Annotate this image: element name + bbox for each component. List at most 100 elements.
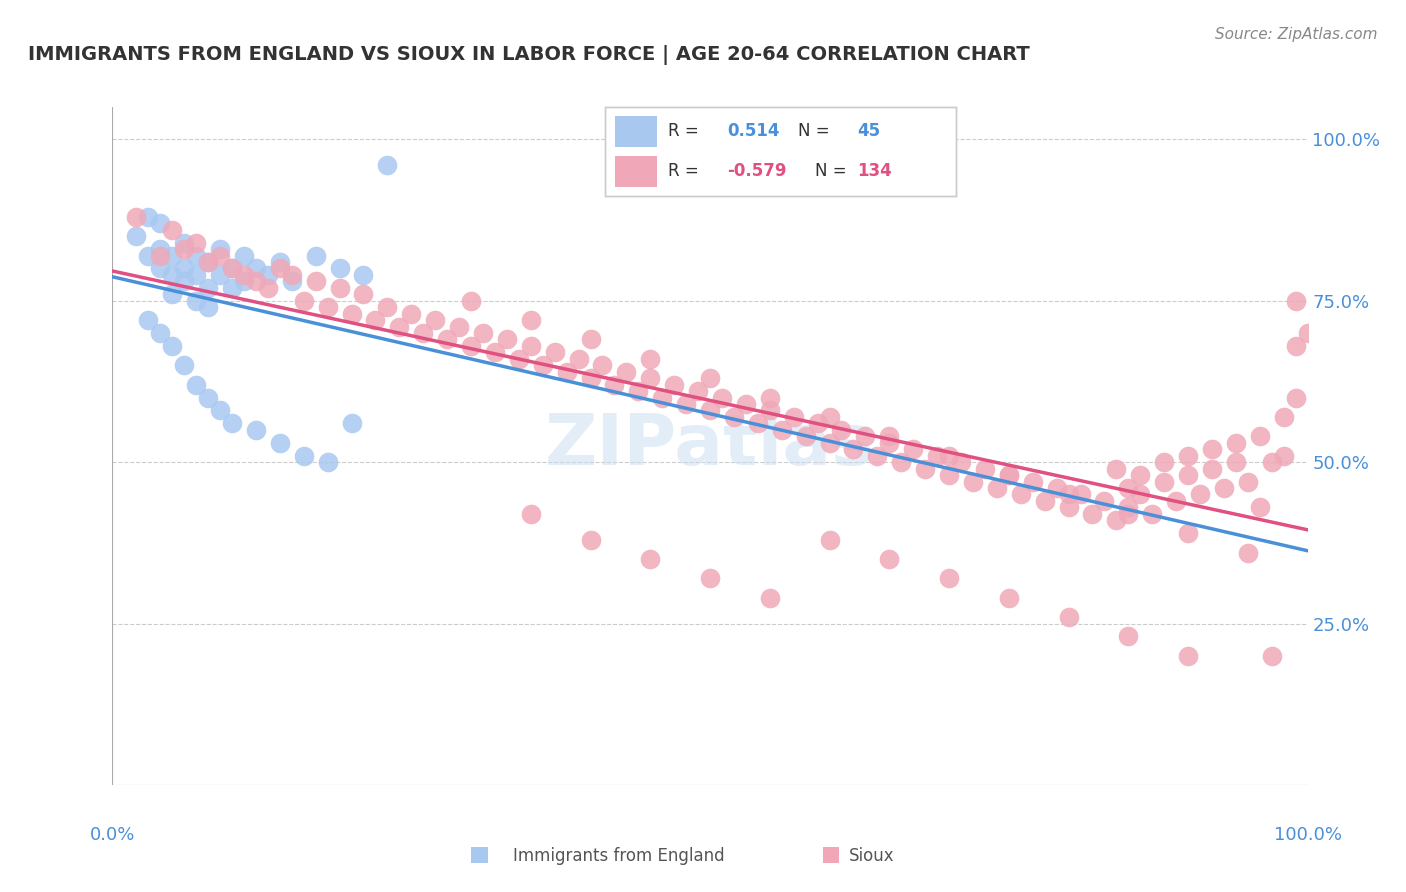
Text: ZIPatlas: ZIPatlas xyxy=(546,411,875,481)
Point xyxy=(998,468,1021,483)
Point xyxy=(1153,475,1175,489)
Point xyxy=(209,268,232,282)
Point xyxy=(340,307,363,321)
Point xyxy=(651,391,673,405)
Point xyxy=(1201,442,1223,457)
Point xyxy=(1105,461,1128,475)
Point xyxy=(460,339,482,353)
Point xyxy=(782,409,804,424)
Point xyxy=(292,449,315,463)
Point xyxy=(292,293,315,308)
Point xyxy=(1225,455,1247,469)
Point xyxy=(592,359,614,373)
Point xyxy=(197,300,219,314)
Point xyxy=(986,481,1008,495)
Point xyxy=(1057,500,1080,515)
Text: -0.579: -0.579 xyxy=(728,162,787,180)
Point xyxy=(1118,500,1140,515)
Point xyxy=(1118,630,1140,644)
Point xyxy=(1201,461,1223,475)
Point xyxy=(818,409,841,424)
Point xyxy=(998,591,1021,605)
Point xyxy=(842,442,865,457)
Point xyxy=(138,248,160,262)
Point xyxy=(1177,449,1199,463)
Point xyxy=(316,455,339,469)
Point xyxy=(759,391,782,405)
Point xyxy=(664,377,686,392)
Point xyxy=(197,281,219,295)
Point xyxy=(173,274,195,288)
Point xyxy=(579,533,602,547)
Point xyxy=(1272,449,1295,463)
Point xyxy=(699,571,721,585)
Point xyxy=(149,242,172,256)
Point xyxy=(938,571,960,585)
Point xyxy=(1118,507,1140,521)
Point xyxy=(436,333,458,347)
Point xyxy=(879,435,901,450)
Point xyxy=(640,371,662,385)
Point xyxy=(1046,481,1069,495)
Point xyxy=(1177,468,1199,483)
Point xyxy=(640,351,662,366)
Point xyxy=(412,326,434,340)
Point xyxy=(305,248,328,262)
Point xyxy=(377,158,399,172)
Point xyxy=(1177,526,1199,541)
Point xyxy=(807,417,830,431)
Point xyxy=(543,345,565,359)
Text: 45: 45 xyxy=(858,122,880,140)
Point xyxy=(616,365,638,379)
Point xyxy=(1285,293,1308,308)
Point xyxy=(998,468,1021,483)
Point xyxy=(496,333,519,347)
Point xyxy=(914,461,936,475)
FancyBboxPatch shape xyxy=(616,156,658,187)
Point xyxy=(974,461,997,475)
Point xyxy=(1094,494,1116,508)
Point xyxy=(281,268,304,282)
FancyBboxPatch shape xyxy=(616,116,658,147)
Point xyxy=(352,287,374,301)
Point xyxy=(640,552,662,566)
Point xyxy=(962,475,984,489)
Point xyxy=(149,326,172,340)
Text: 0.514: 0.514 xyxy=(728,122,780,140)
Point xyxy=(162,268,183,282)
Point xyxy=(1296,326,1319,340)
Point xyxy=(364,313,387,327)
Point xyxy=(149,216,172,230)
Point xyxy=(257,268,280,282)
Point xyxy=(173,261,195,276)
Point xyxy=(1261,648,1284,663)
Point xyxy=(520,339,543,353)
Point xyxy=(186,268,208,282)
Point xyxy=(221,281,243,295)
Point xyxy=(1129,468,1152,483)
Point xyxy=(221,261,243,276)
Point xyxy=(520,507,543,521)
Point xyxy=(770,423,793,437)
Point xyxy=(149,248,172,262)
Point xyxy=(316,300,339,314)
Point xyxy=(1010,487,1032,501)
Text: R =: R = xyxy=(668,122,704,140)
Point xyxy=(603,377,626,392)
Point xyxy=(173,359,195,373)
Point xyxy=(1033,494,1056,508)
Point xyxy=(1249,500,1271,515)
Text: 100.0%: 100.0% xyxy=(1274,826,1341,844)
Point xyxy=(221,261,243,276)
Point xyxy=(352,268,374,282)
Point xyxy=(1142,507,1164,521)
Point xyxy=(209,242,232,256)
Point xyxy=(329,281,352,295)
Point xyxy=(579,333,602,347)
Point xyxy=(209,248,232,262)
Point xyxy=(579,371,602,385)
Point xyxy=(269,255,291,269)
Point xyxy=(233,274,256,288)
Text: IMMIGRANTS FROM ENGLAND VS SIOUX IN LABOR FORCE | AGE 20-64 CORRELATION CHART: IMMIGRANTS FROM ENGLAND VS SIOUX IN LABO… xyxy=(28,45,1029,64)
Point xyxy=(340,417,363,431)
